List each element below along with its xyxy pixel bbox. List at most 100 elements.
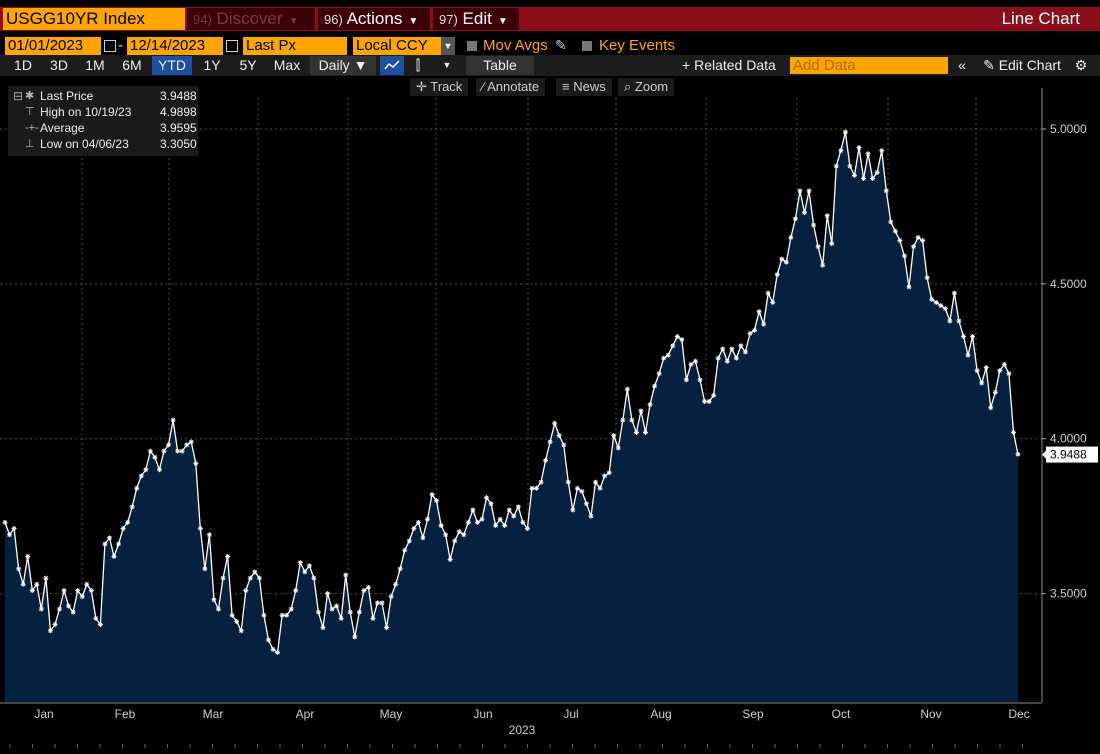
data-point (565, 479, 571, 485)
data-point (1010, 430, 1016, 436)
data-point (938, 303, 944, 309)
data-point (920, 237, 926, 243)
key-events-checkbox[interactable] (582, 41, 592, 51)
data-point (356, 609, 362, 615)
data-point (370, 615, 376, 621)
date-separator: - (118, 37, 123, 54)
field-input[interactable]: Last Px (243, 37, 347, 55)
data-point (792, 216, 798, 222)
range-1d[interactable]: 1D (14, 57, 32, 73)
data-point (29, 587, 35, 593)
data-point (574, 485, 580, 491)
data-point (529, 485, 535, 491)
edit-chart-button[interactable]: ✎ Edit Chart (983, 57, 1061, 73)
currency-select[interactable]: Local CCY (353, 37, 441, 55)
edit-menu[interactable]: 97) Edit ▼ (433, 8, 519, 30)
data-point (497, 516, 503, 522)
bar-chart-icon[interactable]: ⫿ (415, 57, 421, 73)
data-point (597, 485, 603, 491)
pencil-icon[interactable]: ✎ (555, 37, 567, 53)
data-point (34, 581, 40, 587)
data-point (47, 628, 53, 634)
legend-average: -+- Average 3.9595 (25, 121, 197, 135)
data-point (75, 587, 81, 593)
data-point (951, 290, 957, 296)
data-point (415, 519, 421, 525)
range-1m[interactable]: 1M (85, 57, 105, 73)
x-tick-label: Mar (203, 707, 224, 721)
chart-type-label: Line Chart (1001, 9, 1080, 28)
data-point (547, 439, 553, 445)
actions-menu[interactable]: 96) Actions ▼ (318, 8, 430, 30)
data-point (147, 448, 153, 454)
range-max[interactable]: Max (273, 57, 301, 73)
data-point (406, 538, 412, 544)
range-6m[interactable]: 6M (122, 57, 142, 73)
data-point (979, 380, 985, 386)
table-button[interactable]: Table (466, 56, 534, 75)
collapse-icon[interactable]: « (958, 57, 966, 73)
data-point (352, 634, 358, 640)
range-ytd[interactable]: YTD (152, 56, 192, 75)
data-point (138, 473, 144, 479)
data-point (256, 575, 262, 581)
y-tick-label: 3.5000 (1050, 587, 1087, 601)
data-point (706, 399, 712, 405)
end-date-input[interactable]: 12/14/2023 (127, 37, 223, 55)
data-point (429, 491, 435, 497)
related-data-button[interactable]: + Related Data (682, 57, 776, 73)
data-point (588, 513, 594, 519)
start-date-input[interactable]: 01/01/2023 (5, 37, 101, 55)
annotate-tool[interactable]: ⁄ Annotate (476, 78, 546, 96)
add-data-input[interactable]: Add Data (790, 57, 948, 74)
high-marker-icon: ⊤ (25, 106, 35, 118)
data-point (1001, 361, 1007, 367)
calendar-icon[interactable] (226, 40, 238, 52)
legend: ⊟ ✱ Last Price 3.9488 ⊤ High on 10/19/23… (8, 86, 198, 156)
calendar-icon[interactable] (104, 40, 116, 52)
data-point (329, 606, 335, 612)
data-point (911, 244, 917, 250)
data-point (216, 606, 222, 612)
data-point (365, 584, 371, 590)
line-chart-icon[interactable] (380, 56, 404, 75)
range-3d[interactable]: 3D (50, 57, 68, 73)
data-point (892, 228, 898, 234)
data-point (561, 442, 567, 448)
data-point (624, 386, 630, 392)
data-point (711, 392, 717, 398)
data-point (320, 625, 326, 631)
data-point (111, 553, 117, 559)
gear-icon[interactable]: ⚙ (1074, 57, 1088, 73)
security-input[interactable]: USGG10YR Index (3, 8, 185, 30)
chevron-down-icon[interactable]: ▼ (442, 60, 452, 70)
data-point (729, 346, 735, 352)
track-tool[interactable]: ✛ Track (410, 78, 469, 96)
average-marker-icon: -+- (25, 122, 39, 134)
zoom-tool[interactable]: ⌕ Zoom (618, 78, 675, 96)
data-point (202, 566, 208, 572)
collapse-box-icon[interactable]: ⊟ (13, 89, 24, 103)
chevron-down-icon: ▼ (497, 16, 508, 27)
range-1y[interactable]: 1Y (203, 57, 221, 73)
frequency-select[interactable]: Daily ▼ (310, 56, 376, 75)
data-point (411, 526, 417, 532)
y-tick-label: 5.0000 (1050, 122, 1087, 136)
data-point (533, 485, 539, 491)
mov-avgs-checkbox[interactable] (467, 41, 477, 51)
data-point (79, 594, 85, 600)
crosshair-icon: ✛ (416, 79, 431, 94)
news-tool[interactable]: ≡ News (556, 78, 612, 96)
data-point (175, 448, 181, 454)
data-point (806, 188, 812, 194)
key-events-label: Key Events (599, 37, 675, 54)
data-point (225, 553, 231, 559)
range-5y[interactable]: 5Y (239, 57, 257, 73)
chevron-down-icon[interactable]: ▼ (441, 37, 455, 55)
data-point (524, 526, 530, 532)
data-point (552, 420, 558, 426)
data-point (833, 163, 839, 169)
discover-menu[interactable]: 94) Discover ▼ (187, 8, 315, 30)
data-point (570, 507, 576, 513)
